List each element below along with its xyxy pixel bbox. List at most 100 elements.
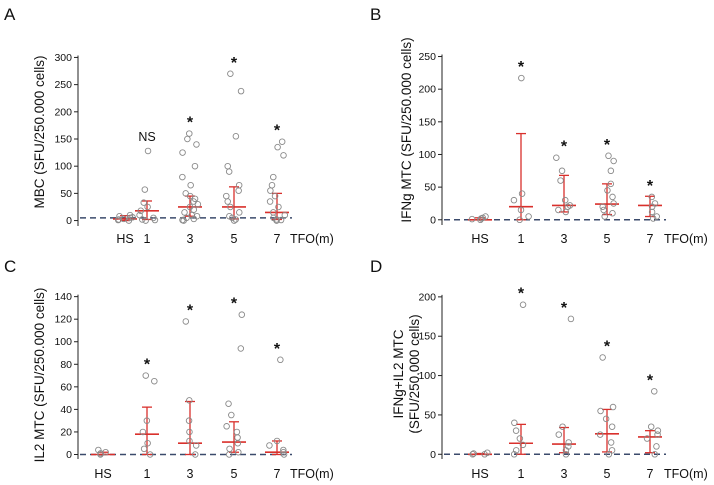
data-point-a-1-9 [151, 216, 159, 224]
significance-star-a-3: * [187, 115, 194, 132]
data-point-b-5-8 [600, 206, 607, 214]
data-point-a-3-8 [186, 192, 194, 200]
data-point-d-HS-3 [484, 449, 491, 456]
data-point-c-5-10 [235, 448, 242, 456]
y-tick-label-d-0: 0 [430, 449, 436, 461]
data-point-a-5-13 [232, 216, 239, 223]
data-point-d-7-4 [643, 435, 651, 442]
data-point-b-3-3 [561, 196, 569, 204]
data-point-b-3-2 [557, 177, 564, 184]
data-point-b-HS-3 [468, 215, 476, 223]
y-tick-label-d-200: 200 [418, 291, 436, 303]
y-axis-label-c: IL2 MTC (SFU/250.000 cells) [32, 288, 47, 463]
data-point-c-3-4 [186, 437, 193, 445]
data-point-c-7-1 [273, 437, 281, 445]
data-point-a-7-6 [271, 192, 279, 200]
y-tick-label-b-250: 250 [418, 51, 436, 63]
data-point-a-3-11 [194, 200, 202, 208]
panel-c: 0 20 40 60 80 100 120 140 IL2 MTC (SFU/250.000 c… [32, 288, 334, 481]
data-point-d-7-1 [647, 423, 655, 430]
data-point-a-7-5 [267, 187, 274, 194]
data-point-a-3-3 [179, 149, 186, 156]
data-point-b-3-7 [562, 208, 570, 216]
data-point-d-HS-0 [469, 451, 476, 458]
data-point-c-5-5 [233, 428, 241, 436]
panel-letter-c: C [4, 257, 16, 276]
data-point-d-5-6 [607, 439, 615, 446]
x-category-d-7: 7 [647, 467, 654, 481]
x-category-b-7: 7 [647, 232, 654, 246]
data-point-a-HS-4 [116, 212, 123, 220]
data-point-d-3-1 [559, 423, 566, 430]
data-point-d-5-4 [608, 423, 616, 430]
data-point-c-3-5 [192, 442, 200, 449]
data-point-c-5-6 [234, 434, 241, 441]
y-tick-label-a-150: 150 [54, 134, 72, 146]
data-point-c-1-5 [140, 445, 148, 453]
data-point-b-7-4 [653, 213, 660, 220]
data-point-a-3-4 [191, 162, 199, 170]
x-category-d-3: 3 [561, 467, 568, 481]
data-point-b-5-7 [599, 203, 606, 210]
data-point-d-1-0 [519, 301, 527, 308]
data-point-d-HS-1 [470, 450, 477, 457]
data-point-a-5-9 [227, 203, 234, 211]
panel-d: 0 50 100 150 200 IFNg+IL2 MTC(SFU/250.000 cel… [391, 286, 708, 481]
data-point-c-1-1 [151, 377, 158, 385]
x-category-b-HS: HS [471, 232, 488, 246]
data-point-d-3-2 [555, 431, 563, 438]
data-point-d-1-5 [512, 447, 520, 454]
data-point-b-5-6 [610, 200, 617, 207]
data-point-b-5-3 [607, 180, 615, 188]
y-axis-label-b: IFNg MTC (SFU/250.000 cells) [399, 37, 414, 222]
panel-letter-b: B [370, 5, 381, 24]
y-axis-label-a: MBC (SFU/250.000 cells) [32, 55, 47, 208]
significance-star-a-7: * [274, 123, 281, 140]
y-axis-label-line1-d: IFNg+IL2 MTC [391, 329, 406, 418]
data-point-b-5-0 [605, 152, 612, 160]
data-point-a-7-1 [274, 143, 281, 151]
data-point-d-3-0 [567, 315, 575, 323]
data-point-c-3-3 [186, 428, 193, 436]
data-point-d-3-5 [562, 447, 570, 454]
significance-star-c-5: * [231, 296, 238, 313]
data-point-a-7-4 [268, 181, 276, 189]
significance-star-d-3: * [561, 300, 568, 317]
x-category-b-3: 3 [561, 232, 568, 246]
x-axis-label-d: TFO(m) [664, 467, 708, 481]
data-point-b-1-2 [510, 196, 518, 204]
data-point-c-5-4 [223, 423, 230, 430]
data-point-a-3-5 [179, 173, 186, 181]
y-tick-label-c-80: 80 [60, 359, 72, 371]
y-tick-label-a-50: 50 [60, 188, 72, 200]
data-point-b-3-0 [553, 154, 560, 161]
data-point-b-3-1 [558, 167, 566, 175]
y-tick-label-d-50: 50 [424, 409, 436, 421]
y-axis-label-d: IFNg+IL2 MTC(SFU/250.000 cells) [391, 314, 422, 433]
significance-star-c-1: * [144, 357, 151, 374]
data-point-b-7-0 [648, 193, 656, 201]
data-point-c-3-2 [185, 417, 193, 424]
significance-ns-a-1: NS [138, 130, 155, 144]
data-point-a-5-3 [224, 162, 231, 170]
y-tick-label-a-250: 250 [54, 79, 72, 91]
data-point-b-5-5 [609, 193, 616, 201]
data-point-d-7-2 [654, 427, 662, 434]
data-point-b-7-5 [649, 215, 657, 222]
significance-star-c-7: * [274, 341, 281, 358]
data-point-d-7-3 [654, 431, 661, 438]
data-point-a-7-2 [280, 152, 287, 159]
data-point-c-5-3 [228, 411, 235, 419]
data-point-a-1-0 [144, 147, 152, 155]
data-point-b-1-1 [518, 190, 526, 197]
panel-letter-d: D [370, 257, 382, 276]
data-point-c-5-1 [237, 345, 245, 352]
panel-b: 0 50 100 150 200 250 IFNg MTC (SFU/250.000 cel… [399, 37, 708, 246]
x-axis-label-b: TFO(m) [664, 232, 708, 246]
x-category-d-HS: HS [471, 467, 488, 481]
y-tick-label-c-140: 140 [54, 291, 72, 303]
significance-star-b-7: * [647, 178, 654, 195]
data-point-d-1-6 [510, 451, 518, 458]
data-point-b-5-2 [607, 167, 615, 175]
data-point-a-7-3 [270, 173, 277, 181]
